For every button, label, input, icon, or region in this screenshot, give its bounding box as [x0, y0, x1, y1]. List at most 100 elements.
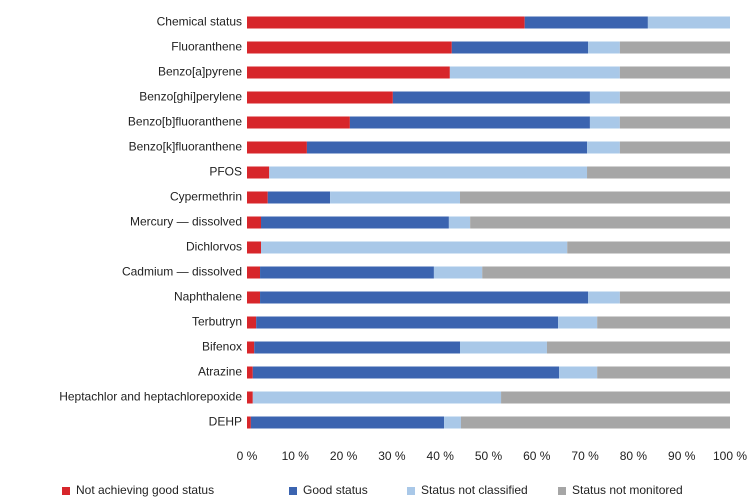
bar-segment	[247, 91, 393, 104]
y-tick-label: Terbutryn	[192, 315, 242, 329]
y-tick-label: Cypermethrin	[170, 190, 242, 204]
bar-segment	[267, 191, 331, 204]
bar-segment	[587, 41, 620, 54]
y-tick-label: Benzo[k]fluoranthene	[129, 140, 243, 154]
bar-segment	[247, 366, 253, 379]
legend-label: Not achieving good status	[76, 483, 214, 497]
bar-segment	[470, 216, 730, 229]
bar-segment	[247, 216, 262, 229]
bar-segment	[619, 116, 730, 129]
y-tick-label: Naphthalene	[174, 290, 242, 304]
bar-segment	[247, 316, 257, 329]
bar-segment	[250, 416, 445, 429]
bar-segment	[444, 416, 461, 429]
bar-segment	[247, 166, 270, 179]
bar-segment	[597, 316, 730, 329]
y-tick-label: Chemical status	[157, 15, 242, 29]
bar-segment	[392, 91, 590, 104]
y-tick-label: Cadmium — dissolved	[122, 265, 242, 279]
bar-segment	[247, 41, 452, 54]
x-tick-label: 20 %	[330, 449, 358, 463]
bar-segment	[546, 341, 730, 354]
x-tick-label: 10 %	[282, 449, 310, 463]
bar-segment	[247, 116, 350, 129]
bar-segment	[449, 66, 620, 79]
y-tick-label: Benzo[b]fluoranthene	[128, 115, 242, 129]
bar-segment	[587, 291, 620, 304]
bar-segment	[247, 391, 253, 404]
bar-segment	[587, 141, 620, 154]
bar-segment	[559, 366, 598, 379]
y-tick-label: Benzo[a]pyrene	[158, 65, 242, 79]
bar-segment	[501, 391, 730, 404]
legend-label: Status not monitored	[572, 483, 683, 497]
bar-segment	[589, 116, 620, 129]
x-tick-label: 30 %	[378, 449, 406, 463]
bar-segment	[247, 241, 262, 254]
bar-segment	[252, 366, 560, 379]
y-tick-label: DEHP	[209, 415, 242, 429]
bar-segment	[256, 316, 559, 329]
bar-segment	[587, 166, 730, 179]
bar-segment	[247, 291, 261, 304]
bar-segment	[260, 291, 588, 304]
bar-segment	[261, 216, 449, 229]
x-tick-label: 90 %	[668, 449, 696, 463]
bar-segment	[448, 216, 471, 229]
x-tick-label: 0 %	[237, 449, 258, 463]
bar-segment	[260, 266, 434, 279]
bar-segment	[619, 91, 730, 104]
legend-swatch	[62, 487, 70, 495]
bar-segment	[589, 91, 620, 104]
bar-segment	[451, 41, 588, 54]
bar-segment	[460, 191, 730, 204]
x-tick-label: 60 %	[523, 449, 551, 463]
bar-segment	[252, 391, 502, 404]
bar-segment	[247, 341, 255, 354]
legend-swatch	[407, 487, 415, 495]
bar-segment	[567, 241, 730, 254]
bar-segment	[247, 266, 261, 279]
y-tick-label: Bifenox	[202, 340, 242, 354]
x-tick-label: 100 %	[713, 449, 747, 463]
bar-segment	[619, 141, 730, 154]
y-tick-label: Fluoranthene	[171, 40, 242, 54]
bar-segment	[558, 316, 598, 329]
x-tick-label: 50 %	[475, 449, 503, 463]
y-tick-label: Mercury — dissolved	[130, 215, 242, 229]
bar-segment	[619, 291, 730, 304]
bar-segment	[597, 366, 730, 379]
bar-segment	[524, 16, 648, 29]
bar-segment	[247, 66, 450, 79]
legend-label: Status not classified	[421, 483, 528, 497]
bar-segment	[349, 116, 590, 129]
x-tick-label: 80 %	[620, 449, 648, 463]
y-tick-label: Atrazine	[198, 365, 242, 379]
bar-segment	[247, 16, 525, 29]
bar-segment	[254, 341, 461, 354]
bar-segment	[247, 141, 307, 154]
x-tick-label: 40 %	[427, 449, 455, 463]
bar-segment	[269, 166, 588, 179]
y-tick-label: Dichlorvos	[186, 240, 242, 254]
bar-segment	[433, 266, 483, 279]
bar-segment	[247, 191, 268, 204]
y-tick-label: Heptachlor and heptachlorepoxide	[59, 390, 242, 404]
legend-swatch	[558, 487, 566, 495]
legend-label: Good status	[303, 483, 368, 497]
bar-segment	[460, 341, 547, 354]
bar-segment	[261, 241, 568, 254]
bar-segment	[647, 16, 730, 29]
bar-segment	[460, 416, 730, 429]
bar-segment	[306, 141, 588, 154]
y-tick-label: PFOS	[209, 165, 242, 179]
bar-segment	[247, 416, 251, 429]
bar-segment	[330, 191, 461, 204]
x-tick-label: 70 %	[571, 449, 599, 463]
legend-swatch	[289, 487, 297, 495]
bar-segment	[619, 41, 730, 54]
bar-segment	[482, 266, 730, 279]
bar-segment	[619, 66, 730, 79]
y-tick-label: Benzo[ghi]perylene	[139, 90, 242, 104]
